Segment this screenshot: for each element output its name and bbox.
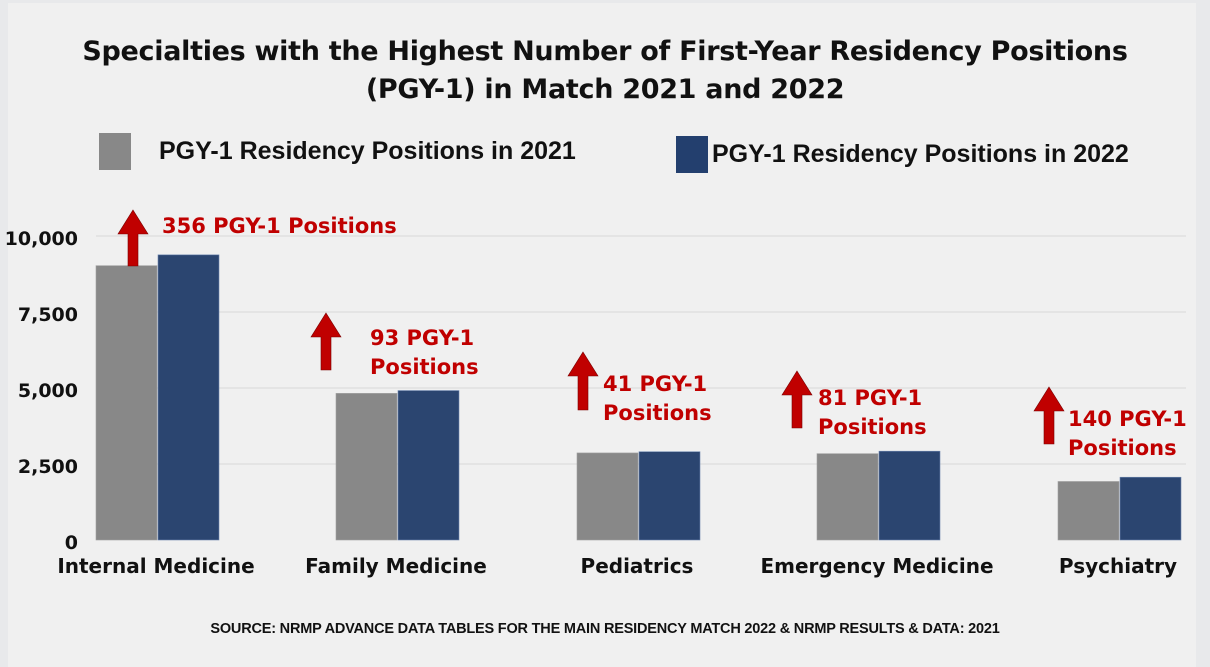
bar-2021 <box>816 453 879 541</box>
legend-swatch-2021 <box>99 133 131 170</box>
x-tick-label: Psychiatry <box>1059 554 1177 578</box>
bar-2021 <box>335 393 398 541</box>
y-tick-label: 5,000 <box>18 380 78 402</box>
up-arrow-icon <box>310 312 342 371</box>
x-tick-label: Family Medicine <box>305 554 487 578</box>
x-tick-label: Internal Medicine <box>57 554 254 578</box>
legend-item-2021: PGY-1 Residency Positions in 2021 <box>99 133 576 170</box>
up-arrow-icon <box>781 370 813 429</box>
up-arrow-icon <box>567 351 599 411</box>
bar-2021 <box>1057 481 1120 541</box>
legend-item-2022: PGY-1 Residency Positions in 2022 <box>676 136 1129 173</box>
bar-2021 <box>95 265 158 541</box>
chart-title-line-2: (PGY-1) in Match 2021 and 2022 <box>365 74 845 105</box>
source-note: SOURCE: NRMP ADVANCE DATA TABLES FOR THE… <box>210 621 1000 637</box>
bar-2022 <box>157 254 220 541</box>
y-tick-label: 2,500 <box>18 456 78 478</box>
bar-2022 <box>878 450 941 541</box>
y-tick-label: 0 <box>65 532 78 554</box>
bar-2021 <box>576 452 639 541</box>
chart-title-line-1: Specialties with the Highest Number of F… <box>82 36 1128 67</box>
annotation-label: 93 PGY-1 <box>370 326 474 350</box>
annotation-label: Positions <box>818 415 927 439</box>
annotation-label: Positions <box>603 401 712 425</box>
annotation-label: 81 PGY-1 <box>818 386 922 410</box>
annotation-label: Positions <box>370 355 479 379</box>
annotation-label: 41 PGY-1 <box>603 372 707 396</box>
legend-swatch-2022 <box>676 136 708 173</box>
up-arrow-icon <box>1033 386 1065 445</box>
x-tick-label: Emergency Medicine <box>760 554 993 578</box>
legend-label-2022: PGY-1 Residency Positions in 2022 <box>712 140 1129 168</box>
up-arrow-icon <box>117 209 149 267</box>
legend-label-2021: PGY-1 Residency Positions in 2021 <box>159 137 576 165</box>
y-tick-label: 10,000 <box>5 228 78 250</box>
y-tick-label: 7,500 <box>18 304 78 326</box>
x-tick-label: Pediatrics <box>581 554 694 578</box>
annotation-label: 356 PGY-1 Positions <box>162 214 397 238</box>
bar-2022 <box>1119 476 1182 541</box>
annotation-label: 140 PGY-1 <box>1068 407 1187 431</box>
chart-title: Specialties with the Highest Number of F… <box>0 33 1210 109</box>
bar-2022 <box>638 451 701 541</box>
bar-2022 <box>397 390 460 541</box>
annotation-label: Positions <box>1068 436 1177 460</box>
